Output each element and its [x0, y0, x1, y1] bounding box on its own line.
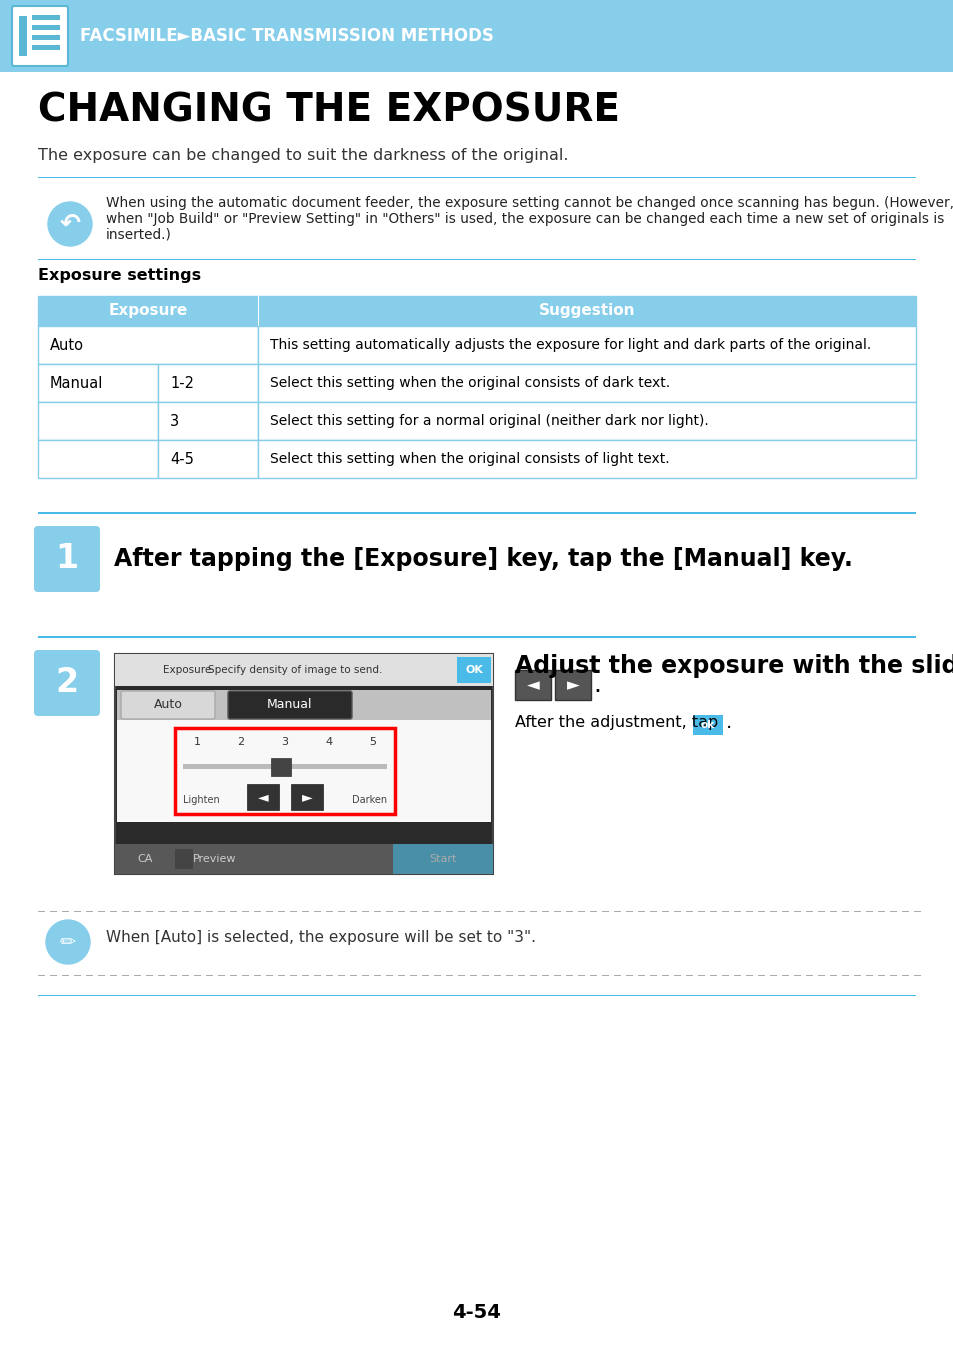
Bar	[38, 636, 915, 639]
Text: ✏: ✏	[60, 933, 76, 952]
Bar	[38, 258, 915, 261]
Text: When [Auto] is selected, the exposure will be set to "3".: When [Auto] is selected, the exposure wi…	[106, 930, 536, 945]
FancyBboxPatch shape	[12, 5, 68, 66]
Bar	[115, 844, 493, 873]
Bar	[257, 364, 915, 402]
Bar	[158, 402, 257, 440]
Circle shape	[48, 202, 91, 246]
Text: Exposure: Exposure	[163, 666, 211, 675]
Text: Manual: Manual	[50, 375, 103, 390]
Text: ◄: ◄	[257, 790, 268, 805]
Bar	[692, 716, 722, 734]
Bar	[38, 177, 915, 178]
Text: Specify density of image to send.: Specify density of image to send.	[208, 666, 382, 675]
Text: FACSIMILE►BASIC TRANSMISSION METHODS: FACSIMILE►BASIC TRANSMISSION METHODS	[80, 27, 494, 45]
Bar	[257, 440, 915, 478]
Text: Select this setting when the original consists of light text.: Select this setting when the original co…	[270, 452, 669, 466]
Text: Select this setting when the original consists of dark text.: Select this setting when the original co…	[270, 377, 669, 390]
Text: Darken: Darken	[352, 795, 387, 805]
FancyBboxPatch shape	[34, 649, 100, 716]
Text: 2: 2	[55, 667, 78, 699]
Text: The exposure can be changed to suit the darkness of the original.: The exposure can be changed to suit the …	[38, 148, 568, 163]
Bar	[158, 364, 257, 402]
Bar	[32, 26, 60, 30]
Text: This setting automatically adjusts the exposure for light and dark parts of the : This setting automatically adjusts the e…	[270, 338, 870, 352]
Bar	[38, 995, 915, 996]
Text: Auto: Auto	[153, 698, 182, 711]
Text: CA: CA	[137, 855, 152, 864]
Bar	[19, 16, 27, 55]
Text: 3: 3	[281, 737, 288, 747]
Text: 2: 2	[237, 737, 244, 747]
Text: Manual: Manual	[267, 698, 313, 711]
Bar	[38, 440, 158, 478]
Bar	[291, 784, 323, 810]
Bar	[38, 296, 915, 325]
Text: 4-54: 4-54	[452, 1303, 501, 1322]
Text: After tapping the [Exposure] key, tap the [Manual] key.: After tapping the [Exposure] key, tap th…	[113, 547, 852, 571]
Bar	[32, 45, 60, 50]
Bar	[32, 15, 60, 20]
Text: OK: OK	[464, 666, 482, 675]
FancyBboxPatch shape	[121, 691, 214, 720]
Text: Start: Start	[429, 855, 456, 864]
FancyBboxPatch shape	[34, 526, 100, 593]
Text: CHANGING THE EXPOSURE: CHANGING THE EXPOSURE	[38, 92, 619, 130]
Bar	[38, 325, 257, 364]
Bar	[183, 764, 387, 769]
Text: ►: ►	[566, 676, 578, 694]
Text: Exposure settings: Exposure settings	[38, 269, 201, 284]
Text: Suggestion: Suggestion	[538, 304, 635, 319]
FancyBboxPatch shape	[228, 691, 352, 720]
Text: ok: ok	[700, 720, 715, 730]
Bar	[38, 512, 915, 514]
Bar	[174, 849, 193, 869]
Text: Exposure: Exposure	[109, 304, 188, 319]
Text: 4: 4	[325, 737, 333, 747]
Text: ►: ►	[301, 790, 312, 805]
Text: 1: 1	[193, 737, 200, 747]
Bar	[257, 325, 915, 364]
Text: ◄: ◄	[526, 676, 538, 694]
Bar	[117, 720, 491, 822]
Text: Preview: Preview	[193, 855, 236, 864]
Text: 1: 1	[55, 543, 78, 575]
Text: .: .	[725, 713, 732, 732]
Bar	[115, 653, 493, 686]
Bar	[0, 0, 953, 72]
Bar	[257, 402, 915, 440]
Bar	[158, 440, 257, 478]
Bar	[456, 657, 491, 683]
Bar	[115, 653, 493, 873]
Bar	[117, 690, 491, 720]
Bar	[271, 757, 291, 776]
Text: 1-2: 1-2	[170, 375, 193, 390]
Text: 5: 5	[369, 737, 376, 747]
Text: Adjust the exposure with the slider or: Adjust the exposure with the slider or	[515, 653, 953, 678]
Text: When using the automatic document feeder, the exposure setting cannot be changed: When using the automatic document feeder…	[106, 196, 953, 211]
Text: Select this setting for a normal original (neither dark nor light).: Select this setting for a normal origina…	[270, 414, 708, 428]
Text: when "Job Build" or "Preview Setting" in "Others" is used, the exposure can be c: when "Job Build" or "Preview Setting" in…	[106, 212, 943, 225]
Bar	[247, 784, 278, 810]
Text: 4-5: 4-5	[170, 451, 193, 467]
Bar	[32, 35, 60, 40]
Bar	[515, 670, 551, 701]
Bar	[38, 364, 158, 402]
Text: After the adjustment, tap: After the adjustment, tap	[515, 714, 718, 729]
Bar	[393, 844, 493, 873]
Text: ↶: ↶	[59, 212, 80, 236]
Text: Auto: Auto	[50, 338, 84, 352]
Bar	[555, 670, 590, 701]
Text: Lighten: Lighten	[183, 795, 219, 805]
Text: .: .	[593, 674, 600, 697]
Text: inserted.): inserted.)	[106, 228, 172, 242]
Bar	[174, 728, 395, 814]
Bar	[38, 402, 158, 440]
Bar	[257, 296, 259, 325]
Text: 3: 3	[170, 413, 179, 428]
Circle shape	[46, 919, 90, 964]
